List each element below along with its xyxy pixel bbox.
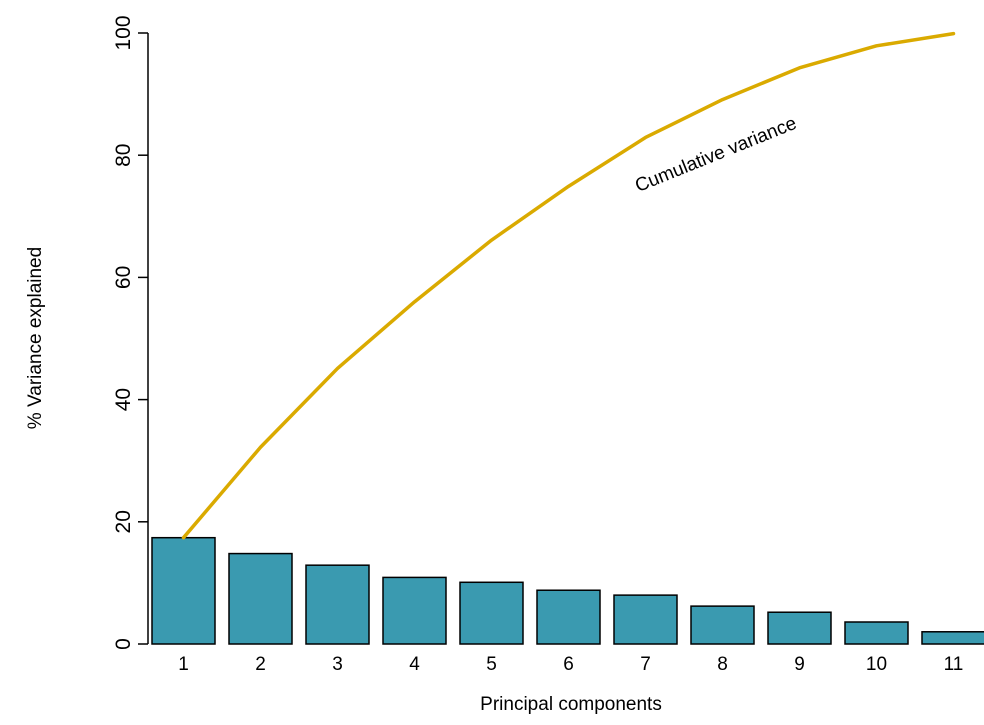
x-axis-label: Principal components xyxy=(480,694,662,715)
y-tick-label: 60 xyxy=(112,266,135,289)
y-tick-label: 80 xyxy=(112,144,135,167)
x-tick-label: 8 xyxy=(717,654,728,675)
x-tick-label: 5 xyxy=(486,654,497,675)
bar-pc-8 xyxy=(690,605,755,645)
bar-pc-11 xyxy=(921,631,984,645)
x-tick-label: 9 xyxy=(794,654,805,675)
cumulative-variance-annotation: Cumulative variance xyxy=(632,113,799,197)
y-axis: 0 20 40 60 80 100 xyxy=(112,15,149,650)
y-axis-label: % Variance explained xyxy=(25,247,46,429)
x-tick-label: 6 xyxy=(563,654,574,675)
bar-pc-6 xyxy=(536,589,601,645)
y-tick-label: 0 xyxy=(112,638,135,650)
bar-pc-3 xyxy=(305,564,370,645)
x-axis-tick-labels: 1 2 3 4 5 6 7 8 9 10 11 xyxy=(178,654,963,675)
bar-pc-9 xyxy=(767,611,832,645)
x-tick-label: 1 xyxy=(178,654,189,675)
bar-pc-4 xyxy=(382,576,447,645)
bar-pc-10 xyxy=(844,621,909,645)
x-tick-label: 4 xyxy=(409,654,420,675)
y-tick-label: 100 xyxy=(112,15,135,50)
bar-pc-7 xyxy=(613,594,678,645)
x-tick-label: 10 xyxy=(866,654,887,675)
y-tick-label: 20 xyxy=(112,510,135,533)
x-tick-label: 11 xyxy=(944,654,964,675)
x-tick-label: 3 xyxy=(332,654,343,675)
bar-pc-1 xyxy=(151,536,216,645)
x-tick-label: 7 xyxy=(640,654,651,675)
bar-pc-5 xyxy=(459,581,524,645)
x-tick-label: 2 xyxy=(255,654,266,675)
cumulative-variance-line xyxy=(181,31,956,540)
y-tick-label: 40 xyxy=(112,388,135,411)
bars-group xyxy=(151,536,984,645)
bar-pc-2 xyxy=(228,552,293,645)
